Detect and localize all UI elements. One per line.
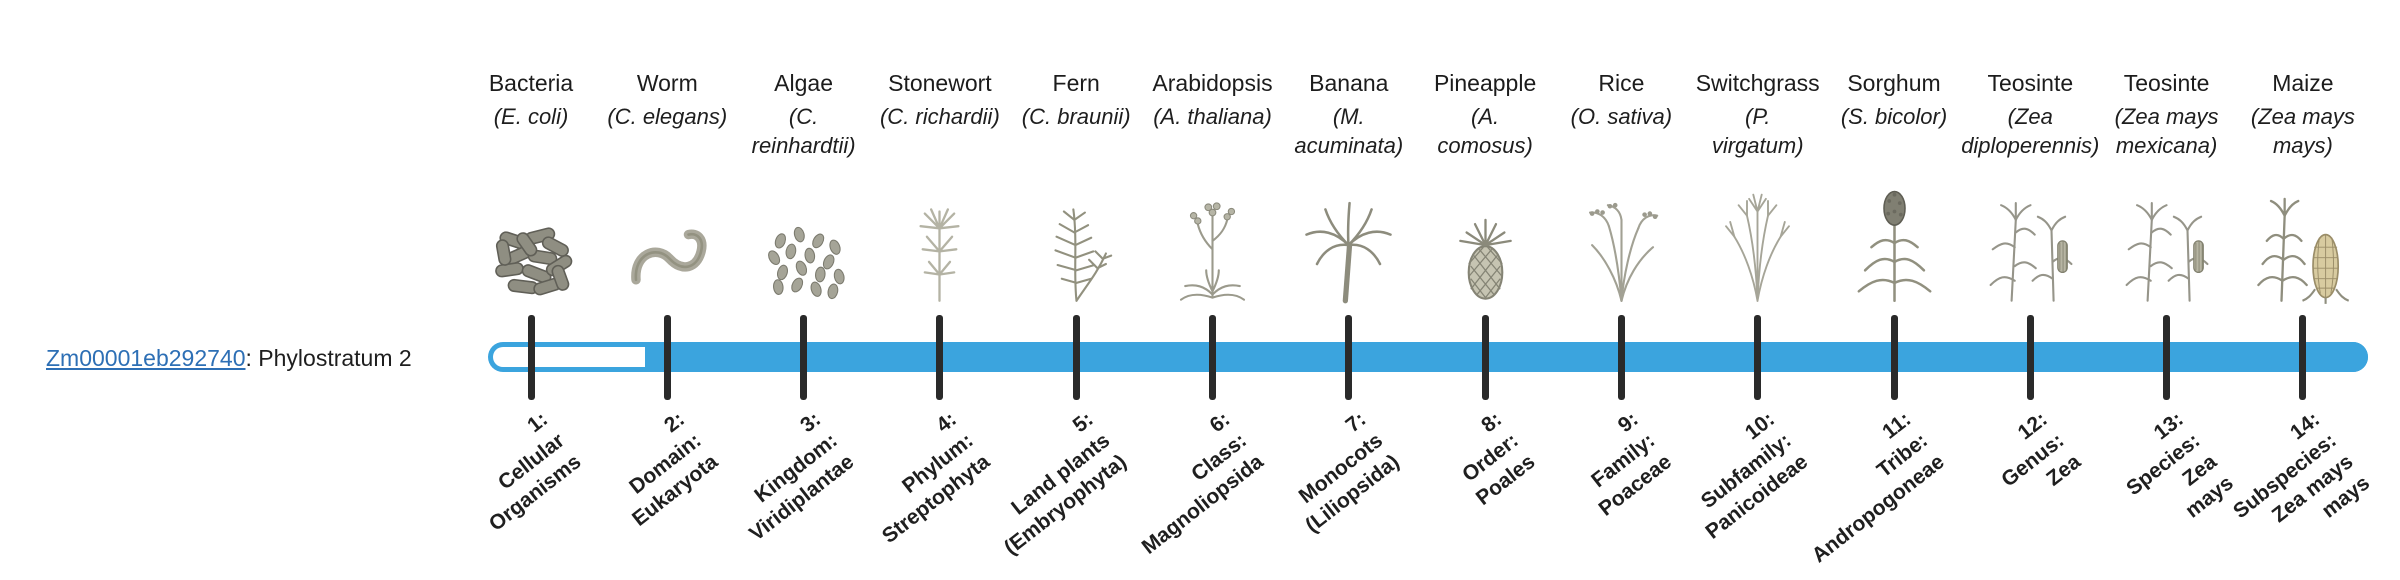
phylostratum-tick-14 [2299, 315, 2307, 400]
phylostratum-tick-11 [1890, 315, 1898, 400]
maize-icon [2228, 166, 2378, 306]
species-common-name: Rice [1598, 70, 1645, 96]
phylostratum-label-9: 9: Family: Poaceae [1560, 406, 1677, 522]
species-common-name: Banana [1309, 70, 1389, 96]
phylostratum-label-12: 12: Genus: Zea [1979, 406, 2086, 514]
species-scientific-name: (S. bicolor) [1840, 104, 1948, 129]
phylostratum-tick-4 [936, 315, 944, 400]
gene-label-suffix: : Phylostratum 2 [245, 345, 412, 371]
species-column: Arabidopsis (A. thaliana) [1138, 68, 1288, 306]
phylostratum-tick-3 [800, 315, 808, 400]
phylostratum-label-3: 3: Kingdom: Viridiplantae [711, 406, 860, 547]
species-scientific-name: (A. comosus) [1437, 104, 1533, 158]
timeline-bar-fill [645, 342, 2368, 372]
species-scientific-name: (Zea mays mays) [2250, 104, 2355, 158]
species-scientific-name: (A. thaliana) [1153, 104, 1272, 129]
species-common-name: Fern [1052, 70, 1100, 96]
phylostratum-tick-12 [2026, 315, 2034, 400]
species-common-name: Bacteria [488, 70, 574, 96]
banana-icon [1274, 166, 1424, 306]
teosinte-icon [1955, 166, 2105, 306]
species-scientific-name: (C. reinhardtii) [751, 104, 856, 158]
species-column: Stonewort (C. richardii) [865, 68, 1015, 306]
species-common-name: Arabidopsis [1152, 70, 1273, 96]
pineapple-icon [1410, 166, 1560, 306]
phylostratum-tick-5 [1072, 315, 1080, 400]
phylostratum-label-7: 7: Monocots (Liliopsida) [1267, 406, 1405, 539]
species-common-name: Maize [2272, 70, 2334, 96]
timeline-bar [488, 342, 2368, 372]
species-column: Sorghum (S. bicolor) [1819, 68, 1969, 306]
species-common-name: Algae [774, 70, 833, 96]
algae-icon [729, 166, 879, 306]
phylostratum-tick-6 [1209, 315, 1216, 400]
species-column: Banana (M. acuminata) [1274, 68, 1424, 306]
phylostratum-tick-1 [527, 315, 535, 400]
species-scientific-name: (Zea diploperennis) [1961, 104, 2100, 158]
phylostratum-label-5: 5: Land plants (Embryophyta) [965, 406, 1132, 561]
phylostratum-label-6: 6: Class: Magnoliopsida [1103, 406, 1269, 560]
phylostratum-label-14: 14: Subspecies: Zea mays mays [2211, 406, 2375, 567]
bacteria-icon [456, 166, 606, 306]
phylostratum-label-2: 2: Domain: Eukaryota [593, 406, 723, 532]
phylostratum-label-11: 11: Tribe: Andropogoneae [1773, 406, 1950, 569]
arabidopsis-icon [1138, 166, 1288, 306]
species-scientific-name: (O. sativa) [1570, 104, 1673, 129]
species-column: Rice (O. sativa) [1546, 68, 1696, 306]
phylostratum-label-1: 1: Cellular Organisms [451, 406, 587, 537]
species-common-name: Switchgrass [1695, 70, 1820, 96]
phylostratum-tick-10 [1754, 315, 1762, 400]
species-scientific-name: (M. acuminata) [1294, 104, 1404, 158]
species-column: Bacteria (E. coli) [456, 68, 606, 306]
fern-icon [1001, 166, 1151, 306]
species-column: Teosinte (Zea mays mexicana) [2092, 68, 2242, 306]
species-common-name: Pineapple [1433, 70, 1537, 96]
species-common-name: Worm [636, 70, 698, 96]
species-column: Maize (Zea mays mays) [2228, 68, 2378, 306]
species-scientific-name: (C. richardii) [879, 104, 1000, 129]
teosinte-icon [2092, 166, 2242, 306]
phylostratum-tick-13 [2163, 315, 2171, 400]
phylostratum-tick-8 [1481, 315, 1489, 400]
rice-icon [1546, 166, 1696, 306]
species-column: Fern (C. braunii) [1001, 68, 1151, 306]
species-common-name: Stonewort [888, 70, 992, 96]
species-common-name: Sorghum [1847, 70, 1941, 96]
phylostratum-tick-2 [663, 315, 671, 400]
species-scientific-name: (P. virgatum) [1711, 104, 1804, 158]
species-common-name: Teosinte [2123, 70, 2210, 96]
gene-id-link[interactable]: Zm00001eb292740 [46, 345, 246, 371]
stonewort-icon [865, 166, 1015, 306]
species-common-name: Teosinte [1987, 70, 2074, 96]
gene-label: Zm00001eb292740: Phylostratum 2 [46, 344, 412, 372]
species-column: Switchgrass (P. virgatum) [1683, 68, 1833, 306]
species-scientific-name: (Zea mays mexicana) [2114, 104, 2219, 158]
phylostratum-tick-7 [1345, 315, 1353, 400]
worm-icon [592, 166, 742, 306]
species-column: Algae (C. reinhardtii) [729, 68, 879, 306]
phylostratum-label-8: 8: Order: Poales [1438, 406, 1541, 512]
species-scientific-name: (C. braunii) [1021, 104, 1131, 129]
switchgrass-icon [1683, 166, 1833, 306]
phylostratum-tick-9 [1617, 315, 1625, 400]
phylostratum-label-4: 4: Phylum: Streptophyta [844, 406, 996, 550]
sorghum-icon [1819, 166, 1969, 306]
species-scientific-name: (C. elegans) [607, 104, 728, 129]
species-column: Worm (C. elegans) [592, 68, 742, 306]
species-scientific-name: (E. coli) [493, 104, 569, 129]
species-column: Teosinte (Zea diploperennis) [1955, 68, 2105, 306]
species-column: Pineapple (A. comosus) [1410, 68, 1560, 306]
